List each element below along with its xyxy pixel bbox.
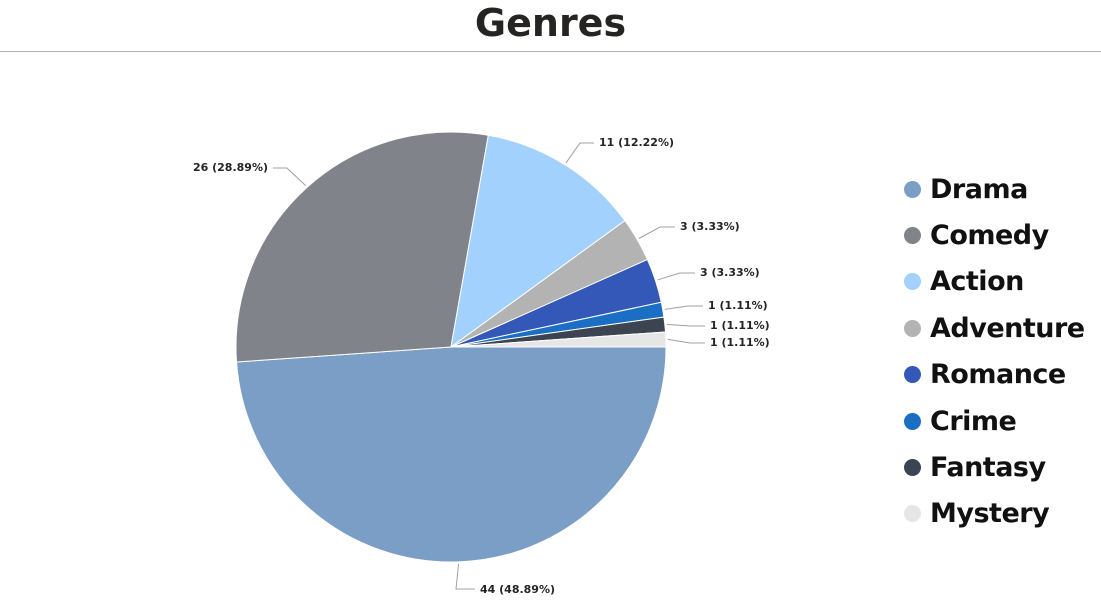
legend-swatch-icon [904,459,921,477]
leader-comedy [273,167,307,187]
data-label-action: 11 (12.22%) [599,136,674,149]
legend-swatch-icon [904,505,921,523]
data-labels: 44 (48.89%) 26 (28.89%) 11 (12.22%) 3 (3.33… [193,136,770,596]
legend: Drama Comedy Action Adventure Romance Crime Fa… [900,166,1100,537]
data-label-adventure: 3 (3.33%) [680,220,740,233]
legend-label: Mystery [930,498,1050,530]
legend-item-crime[interactable]: Crime [900,398,1100,444]
legend-swatch-icon [904,366,921,384]
slice-action[interactable] [450,134,626,349]
legend-swatch-icon [904,180,921,198]
leader-romance [657,272,695,281]
data-label-fantasy: 1 (1.11%) [710,319,770,332]
legend-item-fantasy[interactable]: Fantasy [900,444,1100,490]
leader-crime [664,305,703,310]
slice-comedy[interactable] [235,131,489,363]
pie-slices [235,131,667,563]
legend-label: Crime [930,405,1017,437]
chart-title: Genres [474,1,627,45]
slice-mystery[interactable] [450,331,667,348]
legend-item-action[interactable]: Action [900,259,1100,305]
legend-label: Fantasy [930,452,1046,484]
legend-label: Drama [930,173,1028,205]
leader-lines [273,142,705,590]
data-label-drama: 44 (48.89%) [480,583,555,596]
data-label-crime: 1 (1.11%) [708,299,768,312]
legend-label: Adventure [930,312,1085,344]
data-label-comedy: 26 (28.89%) [193,161,268,174]
legend-item-comedy[interactable]: Comedy [900,212,1100,258]
legend-item-drama[interactable]: Drama [900,166,1100,212]
leader-action [565,142,594,164]
leader-drama [455,563,475,590]
legend-item-mystery[interactable]: Mystery [900,491,1100,537]
legend-item-adventure[interactable]: Adventure [900,305,1100,351]
data-label-mystery: 1 (1.11%) [710,336,770,349]
legend-item-romance[interactable]: Romance [900,352,1100,398]
title-divider [0,51,1101,52]
data-label-romance: 3 (3.33%) [700,266,760,279]
legend-label: Action [930,266,1024,298]
legend-swatch-icon [904,412,921,430]
legend-swatch-icon [904,319,921,337]
slice-drama[interactable] [235,346,667,563]
legend-swatch-icon [904,273,921,291]
legend-label: Comedy [930,220,1049,252]
leader-mystery [667,338,705,344]
legend-swatch-icon [904,227,921,245]
legend-label: Romance [930,359,1066,391]
leader-fantasy [666,323,705,327]
leader-adventure [638,226,675,239]
